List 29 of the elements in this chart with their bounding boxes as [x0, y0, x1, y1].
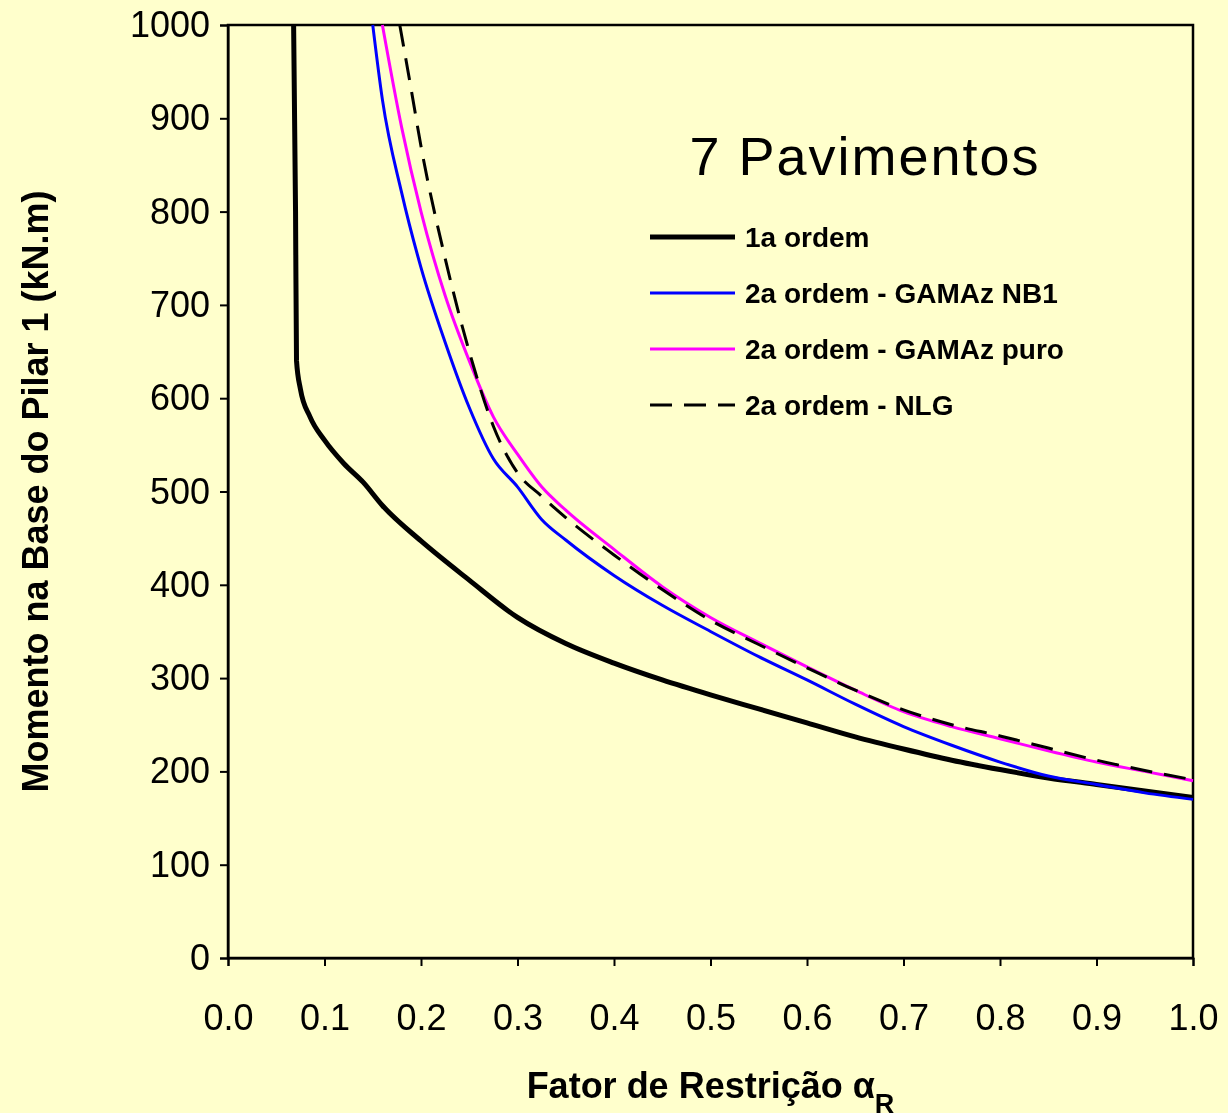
legend-label: 2a ordem - GAMAz NB1 — [745, 277, 1058, 309]
x-tick-label: 0.4 — [589, 996, 640, 1038]
y-tick-label: 500 — [149, 470, 210, 512]
y-tick-label: 700 — [149, 283, 210, 325]
y-tick-label: 100 — [149, 843, 210, 885]
legend-label: 1a ordem — [745, 221, 870, 253]
y-tick-label: 400 — [149, 563, 210, 605]
x-tick-label: 1.0 — [1168, 996, 1219, 1038]
y-tick-label: 800 — [149, 190, 210, 232]
x-tick-label: 0.5 — [685, 996, 737, 1038]
y-tick-label: 1000 — [129, 4, 210, 46]
x-tick-label: 0.6 — [782, 996, 833, 1038]
y-tick-label: 900 — [149, 97, 210, 139]
y-tick-label: 300 — [149, 657, 210, 699]
x-axis-title: Fator de Restrição α$_{R}$ — [526, 1065, 895, 1113]
x-tick-label: 0.3 — [492, 996, 544, 1038]
x-tick-label: 0.8 — [975, 996, 1026, 1038]
x-tick-label: 0.0 — [203, 996, 254, 1038]
x-tick-label: 0.2 — [396, 996, 447, 1038]
x-tick-label: 0.1 — [299, 996, 351, 1038]
x-tick-label: 0.7 — [878, 996, 930, 1038]
y-tick-label: 200 — [149, 750, 210, 792]
x-tick-label: 0.9 — [1071, 996, 1123, 1038]
legend-label: 2a ordem - NLG — [745, 389, 954, 421]
text: 7 Pavimentos — [689, 126, 1041, 186]
y-tick-label: 600 — [149, 377, 210, 419]
y-axis-title: Momento na Base do Pilar 1 (kN.m) — [15, 190, 56, 793]
legend-label: 2a ordem - GAMAz puro — [745, 333, 1064, 365]
y-tick-label: 0 — [189, 937, 210, 979]
